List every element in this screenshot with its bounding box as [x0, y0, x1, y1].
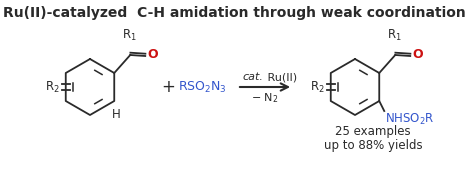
Text: up to 88% yields: up to 88% yields — [324, 139, 422, 153]
Text: O: O — [147, 49, 158, 61]
Text: $-$ N$_2$: $-$ N$_2$ — [251, 91, 279, 105]
Text: R$_2$: R$_2$ — [45, 79, 60, 95]
Text: +: + — [161, 78, 175, 96]
Text: NHSO$_2$R: NHSO$_2$R — [385, 112, 435, 127]
Text: cat.: cat. — [242, 72, 263, 82]
Text: Ru(II): Ru(II) — [264, 72, 297, 82]
Text: R$_2$: R$_2$ — [310, 79, 325, 95]
Text: 25 examples: 25 examples — [335, 125, 411, 139]
Text: RSO$_2$N$_3$: RSO$_2$N$_3$ — [178, 79, 227, 95]
Text: R$_1$: R$_1$ — [387, 28, 401, 43]
Text: O: O — [412, 49, 423, 61]
Text: H: H — [112, 108, 121, 121]
Text: Ru(II)-catalyzed  C-H amidation through weak coordination: Ru(II)-catalyzed C-H amidation through w… — [3, 6, 465, 20]
Text: R$_1$: R$_1$ — [122, 28, 136, 43]
